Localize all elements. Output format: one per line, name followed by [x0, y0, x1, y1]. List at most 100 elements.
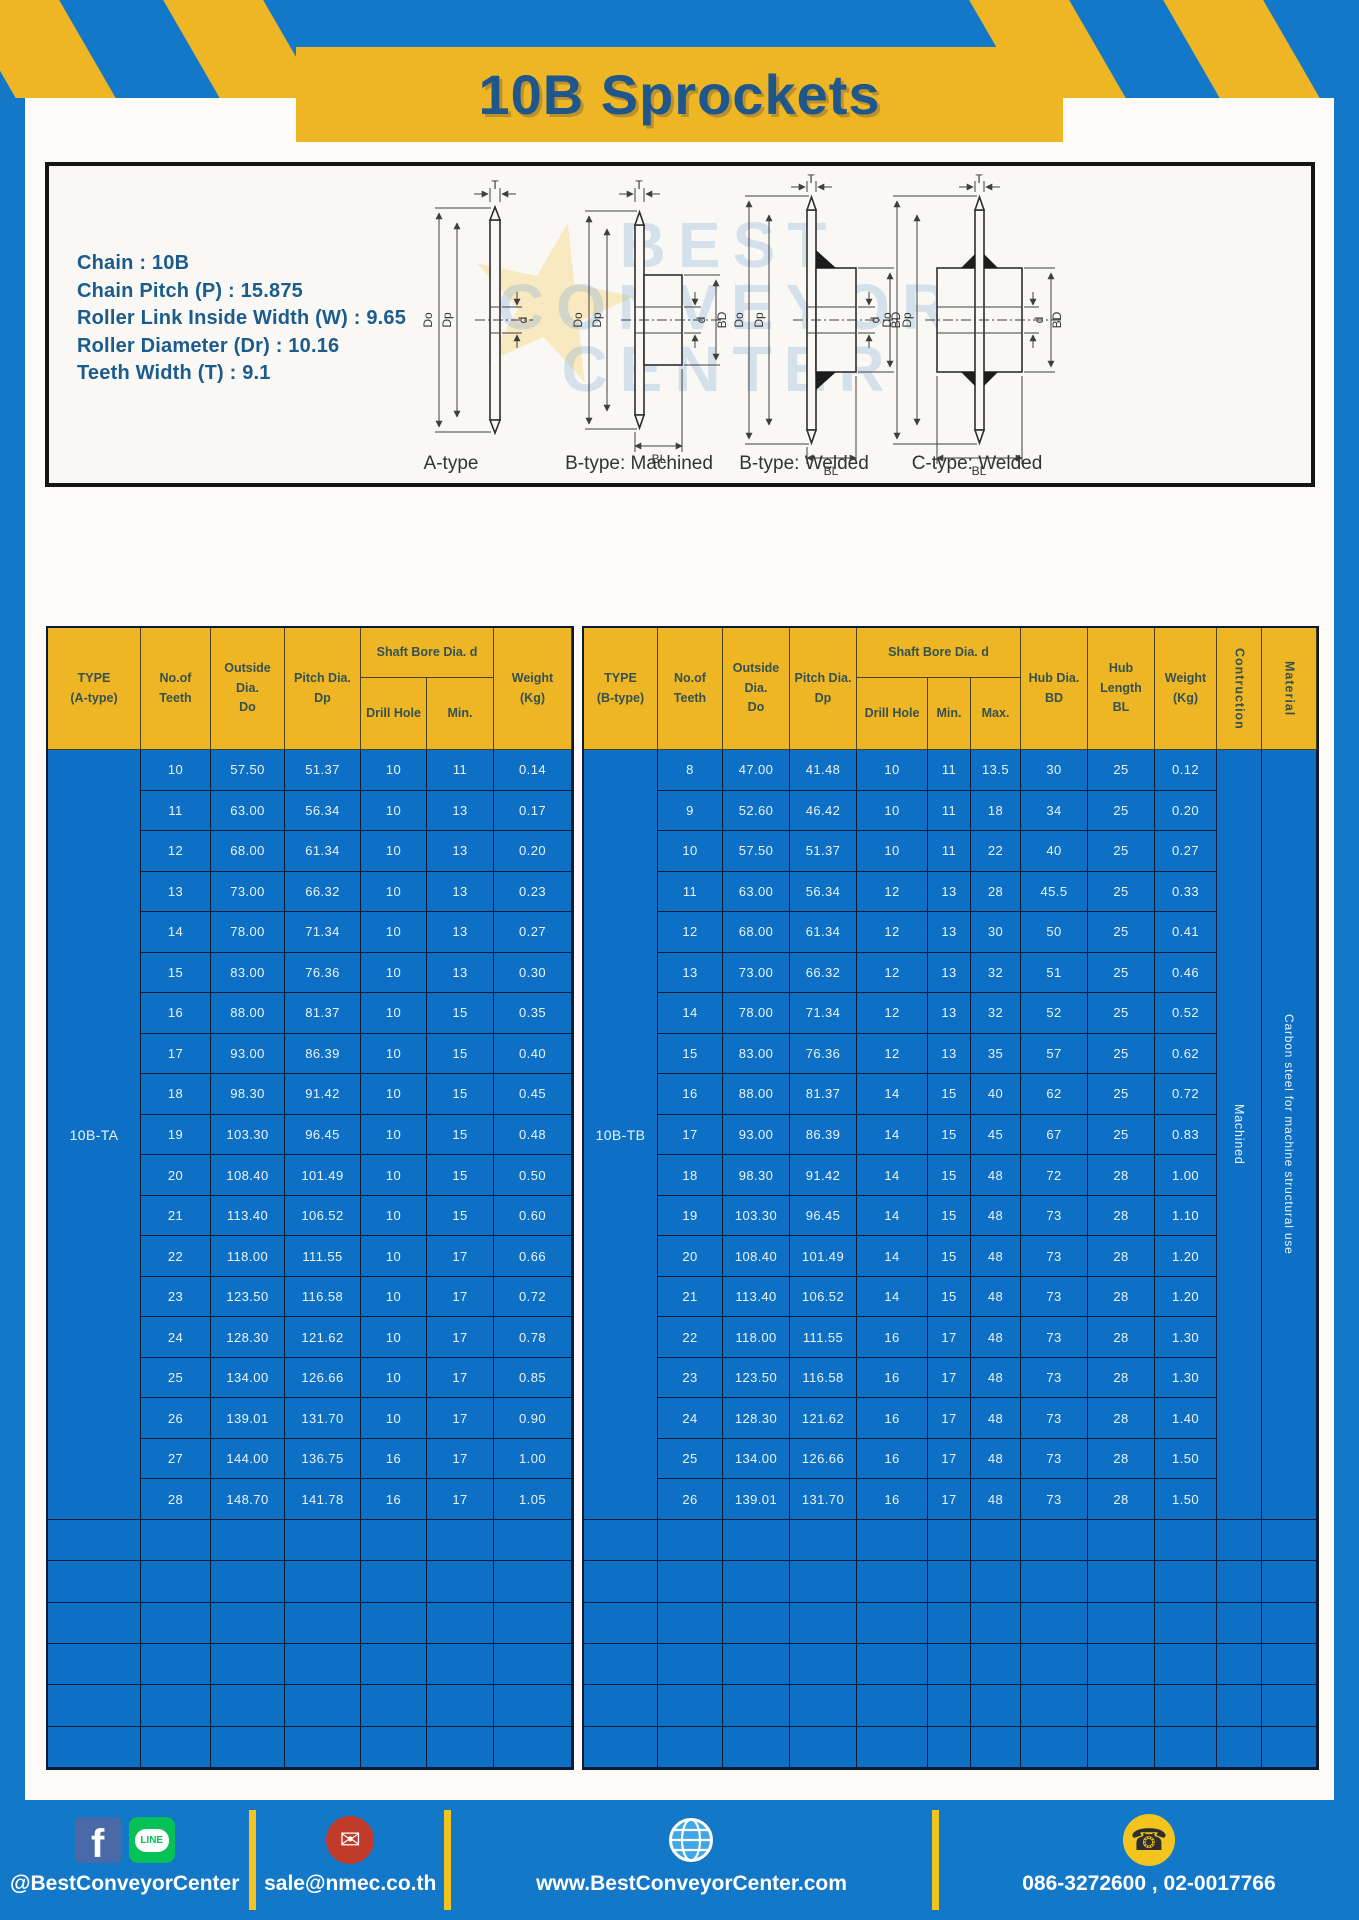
table-cell: 48: [971, 1317, 1021, 1358]
table-cell: 68.00: [723, 912, 790, 953]
table-cell: 10: [361, 750, 427, 791]
column-header: Drill Hole: [857, 678, 928, 750]
table-cell: 91.42: [790, 1155, 857, 1196]
table-cell: 1.50: [1155, 1479, 1217, 1520]
table-cell: 0.78: [494, 1317, 572, 1358]
table-cell: 0.20: [494, 831, 572, 872]
table-cell: 1.00: [494, 1438, 572, 1480]
table-cell: 10: [361, 1357, 427, 1399]
table-cell: 81.37: [285, 993, 361, 1034]
table-cell: [971, 1520, 1021, 1562]
table-cell: [427, 1561, 494, 1603]
table-cell: 106.52: [285, 1195, 361, 1237]
table-cell: 28: [1088, 1276, 1155, 1318]
table-cell: 57: [1021, 1033, 1088, 1075]
table-cell: 14: [857, 1236, 928, 1277]
table-cell: [1021, 1561, 1088, 1603]
footer-divider: [444, 1810, 451, 1910]
table-cell: 28: [1088, 1438, 1155, 1480]
table-cell: 17: [427, 1317, 494, 1358]
table-cell: 96.45: [285, 1114, 361, 1156]
column-header: Hub Length BL: [1088, 628, 1155, 750]
table-cell: 0.85: [494, 1357, 572, 1399]
table-cell: 0.72: [494, 1276, 572, 1318]
table-cell: 0.17: [494, 790, 572, 832]
table-cell: 71.34: [285, 912, 361, 953]
table-cell: 25: [1088, 993, 1155, 1034]
table-cell: [1088, 1602, 1155, 1644]
table-cell: 28: [1088, 1195, 1155, 1237]
table-cell: [494, 1685, 572, 1727]
table-cell: [48, 1685, 141, 1727]
table-cell: 123.50: [211, 1276, 285, 1318]
table-cell: [723, 1726, 790, 1768]
table-cell: 81.37: [790, 1074, 857, 1115]
table-cell: 1.40: [1155, 1398, 1217, 1439]
table-cell: [723, 1561, 790, 1603]
table-cell: 14: [857, 1114, 928, 1156]
table-cell: 26: [658, 1479, 723, 1520]
table-cell: [361, 1561, 427, 1603]
table-cell: 17: [928, 1438, 971, 1480]
table-cell: 15: [928, 1155, 971, 1196]
table-cell: 34: [1021, 790, 1088, 832]
table-cell: 22: [658, 1317, 723, 1358]
table-cell: [1155, 1726, 1217, 1768]
table-cell: 118.00: [723, 1317, 790, 1358]
table-cell: 17: [928, 1357, 971, 1399]
spec-line: Roller Diameter (Dr) : 10.16: [77, 334, 340, 357]
table-cell: 52: [1021, 993, 1088, 1034]
column-header: Outside Dia. Do: [211, 628, 285, 750]
table-cell: 66.32: [790, 952, 857, 994]
table-cell: 113.40: [723, 1276, 790, 1318]
table-cell: [1021, 1685, 1088, 1727]
table-cell: 121.62: [285, 1317, 361, 1358]
table-cell: [1217, 1726, 1262, 1768]
table-cell: 10: [361, 831, 427, 872]
email-address: sale@nmec.co.th: [264, 1872, 437, 1895]
table-cell: 25: [1088, 790, 1155, 832]
table-cell: [1262, 1561, 1317, 1603]
table-cell: 103.30: [723, 1195, 790, 1237]
table-cell: [790, 1602, 857, 1644]
table-cell: 15: [928, 1236, 971, 1277]
table-cell: 16: [857, 1317, 928, 1358]
table-cell: 13: [928, 912, 971, 953]
column-header: Pitch Dia. Dp: [285, 628, 361, 750]
caption-b-machined: B-type: Machined: [565, 453, 713, 474]
table-cell: 67: [1021, 1114, 1088, 1156]
table-cell: 48: [971, 1236, 1021, 1277]
table-cell: 40: [1021, 831, 1088, 872]
table-cell: 61.34: [790, 912, 857, 953]
table-cell: 17: [427, 1479, 494, 1520]
table-cell: 0.83: [1155, 1114, 1217, 1156]
table-cell: [928, 1561, 971, 1603]
table-cell: [857, 1602, 928, 1644]
table-cell: [928, 1685, 971, 1727]
table-cell: 14: [857, 1276, 928, 1318]
table-cell: 10: [658, 831, 723, 872]
table-cell: 73: [1021, 1236, 1088, 1277]
table-cell: 0.23: [494, 871, 572, 913]
table-cell: 73: [1021, 1195, 1088, 1237]
table-cell: 72: [1021, 1155, 1088, 1196]
table-cell: [1021, 1726, 1088, 1768]
table-cell: [285, 1561, 361, 1603]
table-cell: [658, 1643, 723, 1686]
table-cell: 15: [928, 1195, 971, 1237]
table-cell: [584, 1520, 658, 1562]
table-cell: 22: [971, 831, 1021, 872]
table-cell: 19: [658, 1195, 723, 1237]
table-cell: [857, 1685, 928, 1727]
table-cell: 28: [1088, 1357, 1155, 1399]
type-label-cell: 10B-TB: [584, 750, 658, 1520]
table-cell: 16: [141, 993, 211, 1034]
table-cell: [928, 1643, 971, 1686]
table-cell: 78.00: [211, 912, 285, 953]
table-cell: 10: [857, 790, 928, 832]
svg-text:T: T: [975, 174, 983, 186]
table-cell: [1262, 1520, 1317, 1562]
table-cell: 10: [361, 1195, 427, 1237]
table-cell: 10: [361, 952, 427, 994]
table-cell: 48: [971, 1357, 1021, 1399]
